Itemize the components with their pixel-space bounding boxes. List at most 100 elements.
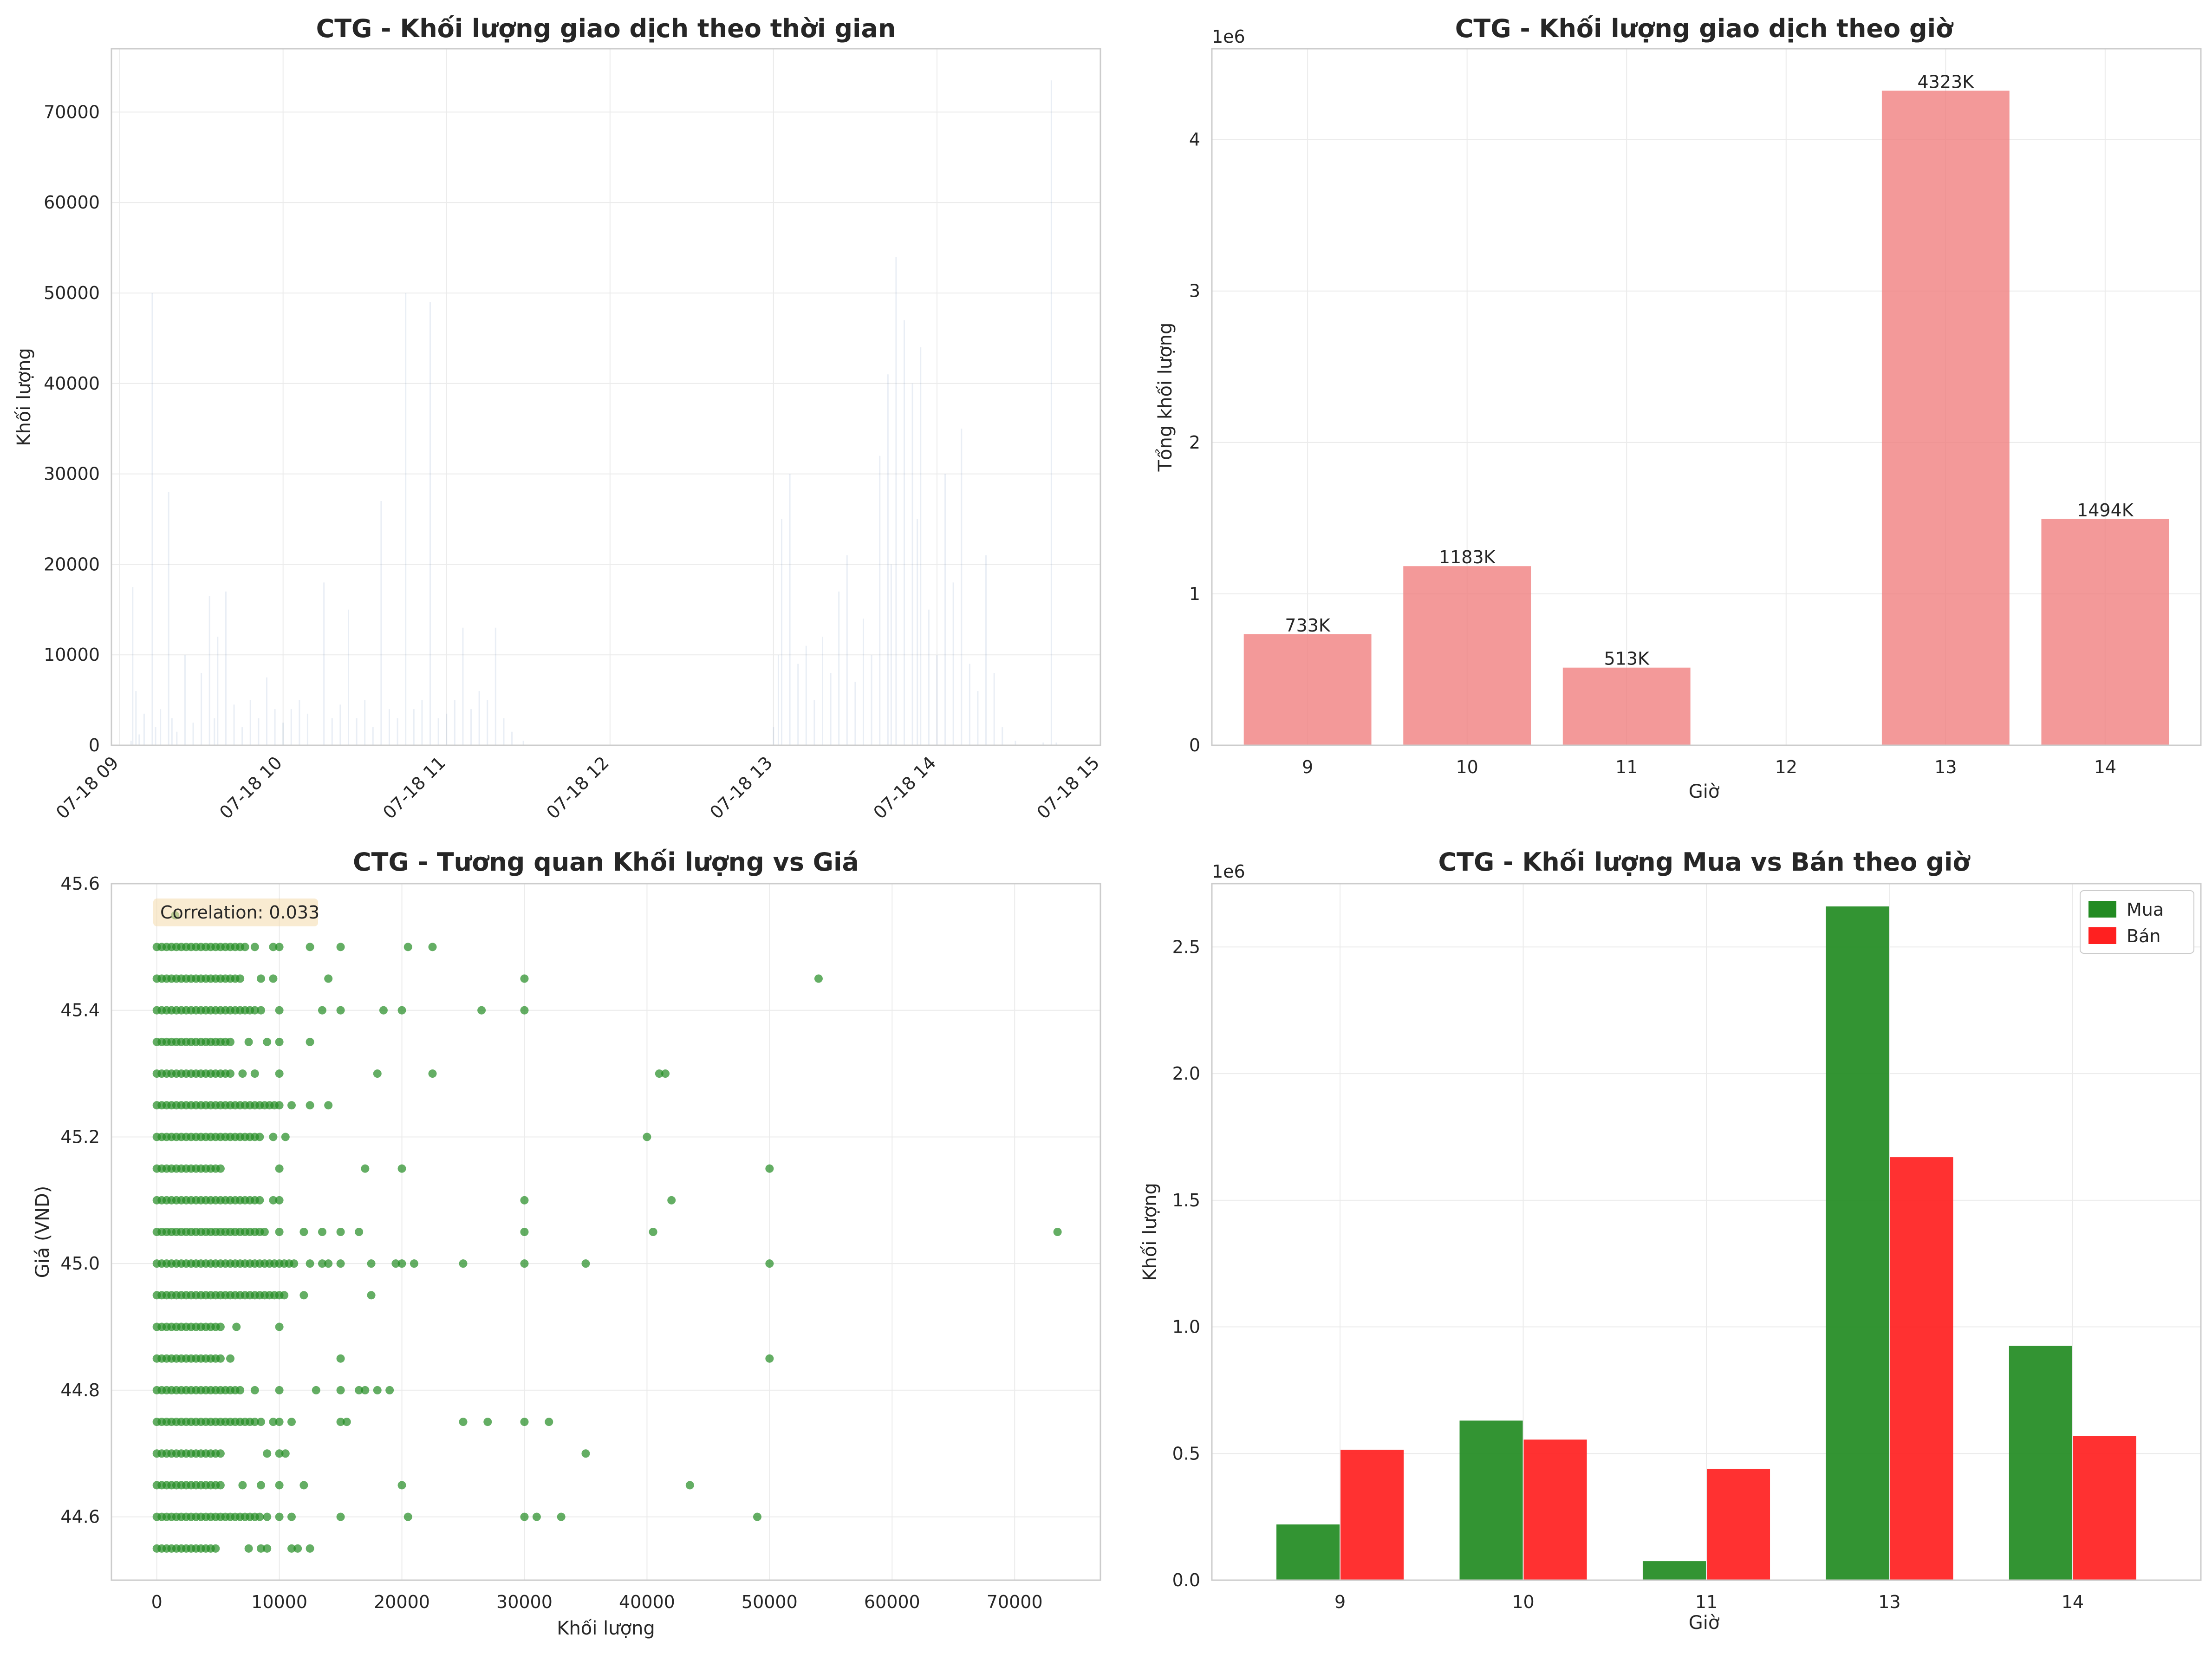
chart2-offset-label: 1e6 (1212, 26, 1245, 47)
chart2-bar (1562, 667, 1691, 745)
chart3-point (391, 1259, 400, 1268)
chart3-point (269, 974, 278, 983)
chart3-point (342, 1418, 351, 1426)
chart3-point (306, 1259, 314, 1268)
chart3-point (765, 1164, 774, 1173)
chart2-bar (1881, 91, 2010, 746)
legend-label-mua: Mua (2127, 899, 2164, 920)
chart3-point (306, 1101, 314, 1110)
chart1-ytick-label: 10000 (44, 645, 100, 665)
chart3-xtick-label: 50000 (742, 1592, 798, 1612)
chart3-ytick-label: 45.6 (60, 873, 100, 894)
chart3-point (385, 1386, 394, 1394)
chart3-point (765, 1259, 774, 1268)
chart1-ytick-label: 30000 (44, 464, 100, 484)
chart3-frame (111, 883, 1101, 1581)
chart3-point (318, 1228, 326, 1236)
chart3-point (397, 1481, 406, 1490)
chart3-point (250, 1069, 259, 1078)
chart3-point (643, 1133, 651, 1141)
chart3-point (275, 1481, 284, 1490)
chart3-ytick-label: 45.2 (60, 1127, 100, 1147)
chart3-xlabel: Khối lượng (557, 1618, 655, 1639)
chart3-point (257, 1544, 266, 1553)
chart3-point (269, 943, 278, 951)
chart2-ytick-label: 0 (1189, 735, 1200, 755)
chart4-ytick-label: 0.0 (1172, 1570, 1200, 1590)
chart4-legend: Mua Bán (2080, 890, 2194, 954)
chart4-ytick-label: 0.5 (1172, 1443, 1200, 1464)
chart2-bar-label: 4323K (1918, 72, 1975, 92)
chart3-point (520, 1006, 529, 1015)
chart4-frame (1211, 883, 2202, 1581)
chart3-point (232, 1322, 241, 1331)
chart3-point (814, 974, 823, 983)
panel-volume-vs-price: CTG - Tương quan Khối lượng vs Giá 44.6 4… (32, 847, 1101, 1639)
chart3-point (260, 1228, 269, 1236)
chart3-point (483, 1418, 492, 1426)
chart3-point (324, 974, 333, 983)
chart4-xtick-label: 13 (1878, 1592, 1900, 1612)
chart4-bar-mua (1826, 906, 1889, 1580)
chart4-ylabel: Khối lượng (1139, 1183, 1161, 1281)
chart3-point (355, 1228, 364, 1236)
chart1-ytick-label: 20000 (44, 554, 100, 574)
chart3-point (1053, 1228, 1062, 1236)
chart4-xtick-label: 10 (1512, 1592, 1534, 1612)
chart2-xtick-label: 11 (1615, 757, 1638, 777)
chart3-xtick-label: 60000 (864, 1592, 920, 1612)
chart2-xtick-label: 10 (1456, 757, 1478, 777)
chart3-point (312, 1386, 320, 1394)
chart3-point (287, 1101, 296, 1110)
chart4-ytick-label: 2.5 (1172, 937, 1200, 957)
chart3-point (293, 1544, 302, 1553)
chart3-point (275, 1006, 284, 1015)
chart2-bar-label: 1494K (2077, 500, 2134, 521)
chart3-point (263, 1544, 272, 1553)
chart3-xtick-label: 70000 (987, 1592, 1043, 1612)
chart3-point (373, 1386, 382, 1394)
chart2-xtick-label: 13 (1934, 757, 1957, 777)
chart3-point (403, 943, 412, 951)
chart3-point (290, 1259, 299, 1268)
chart3-point (306, 1037, 314, 1046)
chart3-point (410, 1259, 418, 1268)
chart3-point (275, 1386, 284, 1394)
chart3-point (428, 1069, 437, 1078)
chart3-point (275, 1037, 284, 1046)
chart3-point (216, 1354, 225, 1363)
chart3-point (520, 974, 529, 983)
chart3-point (263, 1449, 272, 1458)
chart4-ytick-label: 1.0 (1172, 1317, 1200, 1337)
chart3-point (361, 1164, 370, 1173)
chart4-ytick-label: 2.0 (1172, 1063, 1200, 1084)
chart2-bar (1403, 566, 1531, 745)
chart3-point (244, 1544, 253, 1553)
chart3-point (275, 1512, 284, 1521)
chart3-ylabel: Giá (VND) (32, 1186, 53, 1278)
chart3-point (428, 943, 437, 951)
chart3-point (275, 1228, 284, 1236)
chart3-point (545, 1418, 553, 1426)
chart3-point (336, 1354, 345, 1363)
chart3-ytick-label: 44.8 (60, 1380, 100, 1400)
chart3-point (336, 1418, 345, 1426)
chart4-xtick-label: 14 (2062, 1592, 2084, 1612)
chart3-point (373, 1069, 382, 1078)
chart3-point (336, 1228, 345, 1236)
chart1-ytick-label: 50000 (44, 283, 100, 303)
chart3-point (336, 943, 345, 951)
chart2-xtick-label: 12 (1775, 757, 1797, 777)
chart3-point (257, 974, 266, 983)
chart1-ytick-label: 0 (89, 735, 100, 755)
chart3-point (336, 1006, 345, 1015)
chart3-point (520, 1228, 529, 1236)
chart2-bar-label: 1183K (1439, 547, 1496, 567)
chart4-xtick-label: 11 (1695, 1592, 1718, 1612)
chart3-ytick-label: 45.0 (60, 1253, 100, 1274)
chart3-point (649, 1228, 657, 1236)
chart3-point (459, 1418, 468, 1426)
chart3-point (255, 1133, 264, 1141)
chart1-title: CTG - Khối lượng giao dịch theo thời gia… (316, 14, 896, 43)
chart3-point (397, 1006, 406, 1015)
